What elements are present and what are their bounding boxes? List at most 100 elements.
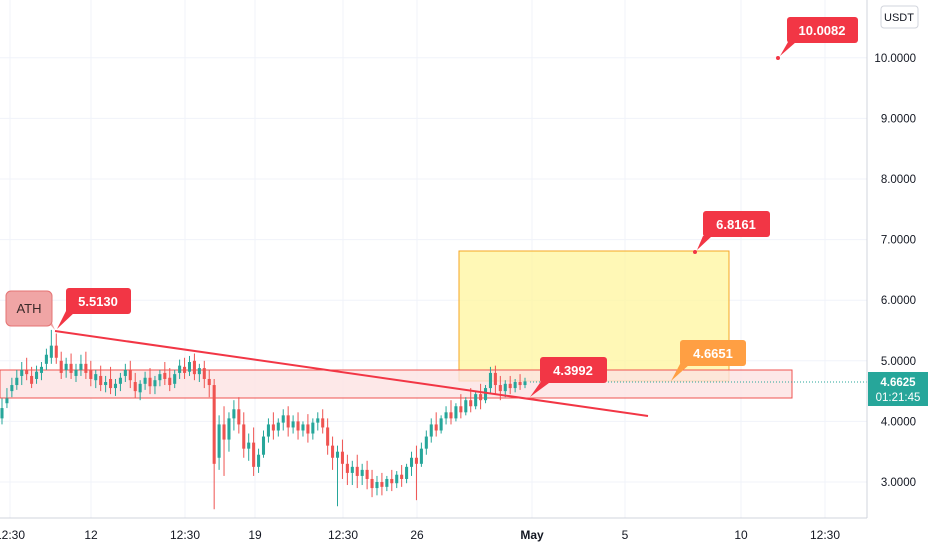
- candle: [449, 400, 453, 425]
- price-tick: 5.0000: [881, 356, 916, 368]
- candle: [192, 353, 196, 381]
- candle: [49, 329, 53, 364]
- candle: [513, 378, 517, 393]
- candle: [89, 360, 93, 387]
- trendline[interactable]: [54, 330, 649, 417]
- price-axis[interactable]: 3.0000 4.0000 5.0000 6.0000 7.0000 8.0000 9.00…: [866, 0, 932, 518]
- candle: [464, 397, 468, 416]
- candle: [493, 365, 497, 395]
- callout-label: 6.8161: [716, 217, 756, 232]
- candle: [94, 369, 98, 389]
- currency-badge[interactable]: USDT: [880, 5, 919, 29]
- candle: [414, 445, 418, 501]
- candle: [498, 375, 502, 401]
- candle: [69, 353, 73, 379]
- candle: [217, 415, 221, 470]
- time-tick: 19: [248, 528, 262, 542]
- candle: [158, 369, 162, 387]
- candle: [483, 385, 488, 404]
- candle: [113, 378, 118, 396]
- candle: [20, 362, 24, 386]
- candle: [350, 460, 354, 486]
- candle: [123, 363, 127, 383]
- candle: [335, 445, 340, 507]
- callout-4-6651[interactable]: 4.6651: [671, 340, 746, 381]
- candle: [503, 380, 507, 398]
- callout-label: 5.5130: [78, 294, 118, 309]
- candle: [439, 415, 443, 434]
- candle: [178, 359, 182, 379]
- time-tick: 12:30: [810, 528, 840, 542]
- candle: [197, 363, 201, 383]
- candle: [508, 375, 512, 395]
- candle: [54, 333, 58, 364]
- callout-label: 4.3992: [553, 363, 593, 378]
- candle: [405, 463, 409, 484]
- candle: [25, 357, 29, 381]
- candle: [444, 406, 448, 425]
- candle: [10, 377, 14, 398]
- candle: [128, 360, 132, 389]
- time-axis[interactable]: 12:30 12 12:30 19 12:30 26 May 5 10 12:30: [0, 517, 867, 550]
- candle: [395, 471, 399, 489]
- candle: [311, 418, 315, 440]
- candle: [434, 412, 438, 437]
- countdown: 01:21:45: [876, 392, 921, 404]
- candle: [163, 362, 167, 386]
- last-price: 4.6625: [880, 377, 916, 389]
- candle: [138, 380, 142, 401]
- candle: [252, 427, 256, 476]
- candle: [30, 366, 34, 389]
- candle: [316, 412, 320, 431]
- callout-6-8161[interactable]: 6.8161: [693, 211, 770, 254]
- candle: [321, 409, 325, 434]
- candle: [345, 454, 349, 486]
- candle: [488, 366, 492, 395]
- candle: [148, 368, 152, 395]
- candle: [99, 365, 103, 392]
- candles: [0, 329, 527, 510]
- candle: [104, 375, 108, 393]
- candle: [365, 460, 369, 490]
- candle: [168, 368, 172, 392]
- candle: [109, 366, 113, 395]
- candle: [296, 412, 300, 440]
- candle: [424, 430, 428, 455]
- currency-label: USDT: [884, 12, 914, 24]
- candle: [523, 377, 527, 389]
- candle: [454, 403, 458, 422]
- candle: [360, 463, 364, 486]
- candle: [281, 409, 285, 431]
- candle: [222, 406, 226, 476]
- candle: [153, 375, 157, 395]
- last-price-badge: 4.6625 01:21:45: [868, 372, 928, 406]
- candle: [173, 369, 177, 389]
- price-tick: 9.0000: [881, 113, 916, 125]
- candle: [419, 442, 423, 467]
- candle: [370, 469, 374, 498]
- candle: [227, 412, 231, 452]
- candle: [212, 378, 216, 510]
- candle: [59, 351, 63, 379]
- time-tick: 26: [410, 528, 424, 542]
- time-tick: 12: [84, 528, 98, 542]
- support-zone[interactable]: [0, 369, 793, 399]
- candle: [331, 436, 335, 470]
- candle: [409, 451, 414, 476]
- price-tick: 10.0000: [874, 53, 916, 65]
- callout-10-0082[interactable]: 10.0082: [776, 17, 858, 60]
- candle: [237, 397, 241, 434]
- ath-callout[interactable]: ATH: [5, 290, 55, 330]
- candle: [459, 394, 463, 419]
- candle: [326, 418, 330, 455]
- callout-5-5130[interactable]: 5.5130: [57, 288, 131, 329]
- candle: [266, 418, 270, 443]
- candle: [390, 469, 394, 492]
- candle: [183, 357, 187, 379]
- callouts[interactable]: 10.0082 6.8161 5.5130 4.3992 4.6651 ATH: [5, 17, 858, 397]
- candle: [261, 430, 266, 458]
- callout-label: 4.6651: [693, 346, 733, 361]
- callout-4-3992[interactable]: 4.3992: [530, 357, 607, 397]
- candle: [291, 415, 295, 434]
